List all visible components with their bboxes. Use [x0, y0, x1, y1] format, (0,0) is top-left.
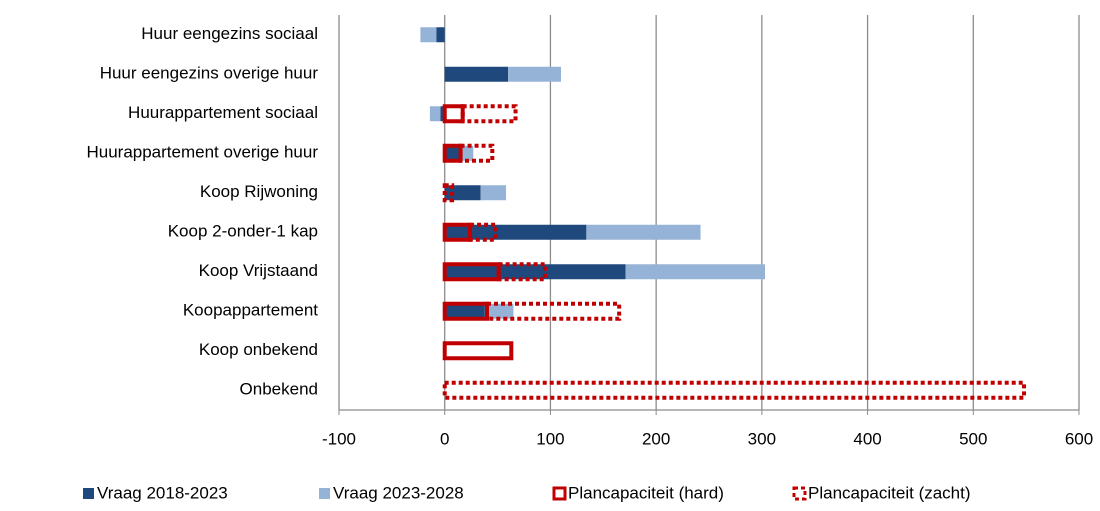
bar-segment [496, 262, 548, 282]
category-label: Koopappartement [183, 301, 318, 320]
category-label: Koop onbekend [199, 340, 318, 359]
bar-segment [442, 301, 490, 321]
bar-segment [485, 301, 622, 321]
bar-segment [444, 224, 587, 240]
bar-segment [461, 145, 474, 161]
x-tick-label: 400 [853, 429, 881, 448]
category-label: Huur eengezins overige huur [100, 64, 319, 83]
bar-segment [458, 143, 495, 163]
x-tick-label: 300 [748, 429, 776, 448]
legend-swatch [83, 488, 94, 499]
category-label: Koop Rijwoning [200, 182, 318, 201]
legend-swatch [792, 486, 807, 501]
x-tick-label: 200 [642, 429, 670, 448]
bar-segment [484, 303, 514, 319]
bar-segment [444, 66, 509, 82]
legend-swatch [552, 486, 567, 501]
bar-segment [420, 27, 437, 43]
legend-swatch [319, 488, 330, 499]
bar-segment [442, 380, 1027, 400]
legend-label: Vraag 2023-2028 [333, 483, 464, 502]
bar-segment [444, 303, 485, 319]
x-tick-label: 600 [1065, 429, 1093, 448]
bar-segment [442, 104, 465, 124]
bar-segment [586, 224, 701, 240]
legend-label: Plancapaciteit (hard) [568, 483, 724, 502]
bar-segment [444, 145, 462, 161]
category-label: Huurappartement overige huur [86, 143, 318, 162]
x-tick-label: -100 [322, 429, 356, 448]
x-tick-label: 100 [536, 429, 564, 448]
bar-segment [480, 185, 507, 201]
legend-label: Vraag 2018-2023 [97, 483, 228, 502]
bar-segment [508, 66, 561, 82]
bar-segment [442, 341, 514, 361]
x-tick-label: 0 [440, 429, 449, 448]
bar-segment [460, 104, 518, 124]
bar-segment [440, 106, 445, 122]
bar-segment [436, 27, 445, 43]
category-label: Koop Vrijstaand [199, 261, 318, 280]
bar-segment [444, 185, 481, 201]
legend-label: Plancapaciteit (zacht) [808, 483, 971, 502]
bar-segment [429, 106, 441, 122]
bar-segment [442, 183, 455, 203]
bar-segment [444, 264, 626, 280]
category-label: Koop 2-onder-1 kap [168, 222, 318, 241]
x-tick-label: 500 [959, 429, 987, 448]
bar-segment [625, 264, 766, 280]
bar-segment [468, 222, 498, 242]
category-label: Huur eengezins sociaal [141, 24, 318, 43]
category-label: Huurappartement sociaal [128, 103, 318, 122]
category-label: Onbekend [240, 380, 318, 399]
